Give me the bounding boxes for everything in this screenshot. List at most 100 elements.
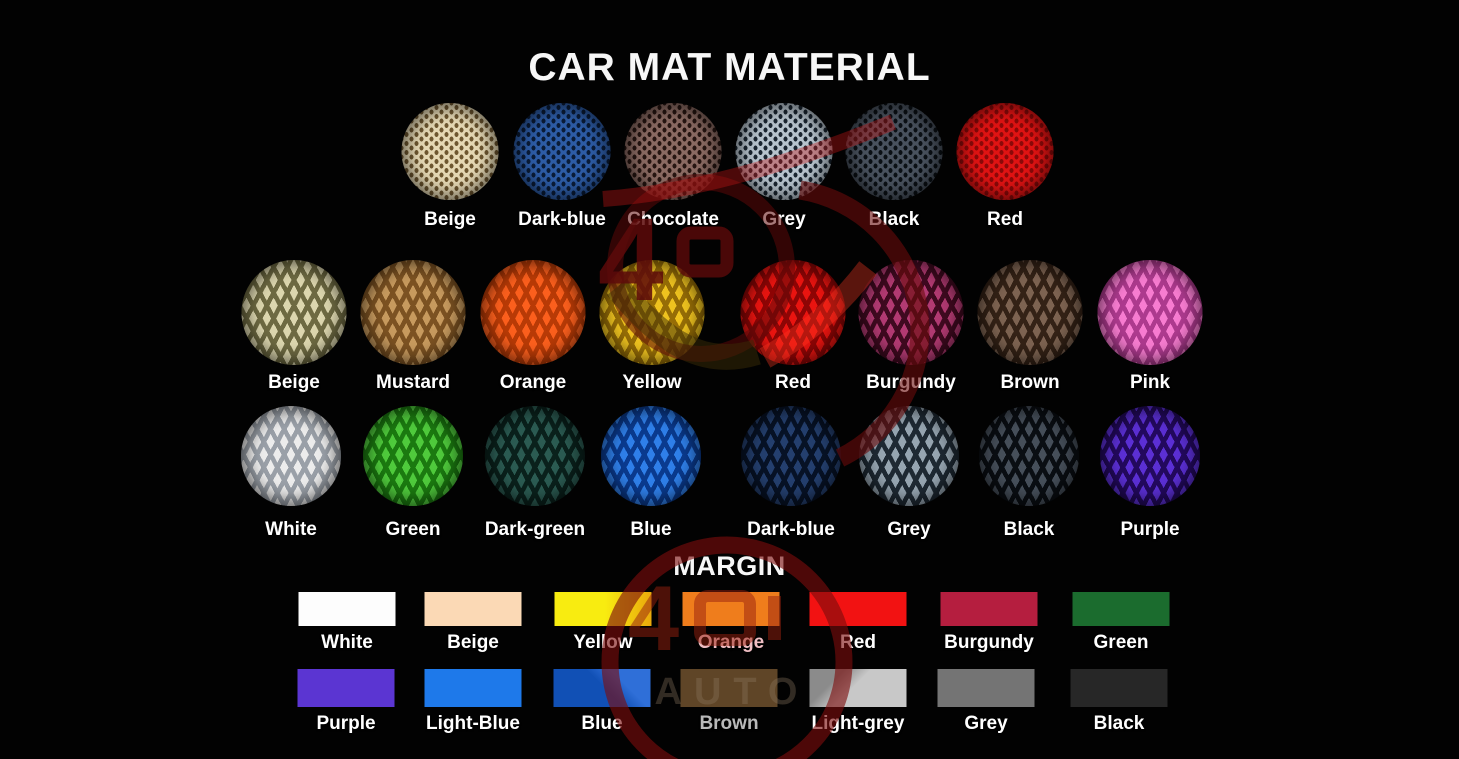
mat-label: White bbox=[265, 519, 317, 540]
mat-label: Brown bbox=[1000, 372, 1060, 393]
margin-chip-black: Black bbox=[1070, 669, 1168, 735]
mat-texture-circle bbox=[979, 406, 1079, 506]
margin-chip-lightblue: Light-Blue bbox=[424, 669, 522, 735]
mat-label: Beige bbox=[268, 372, 320, 393]
mat-label: Mustard bbox=[376, 372, 450, 393]
color-chip bbox=[937, 669, 1035, 707]
margin-chip-purple: Purple bbox=[297, 669, 395, 735]
mat-label: Green bbox=[385, 519, 441, 540]
margin-chip-burgundy: Burgundy bbox=[940, 592, 1038, 654]
mat-swatch-black-honeycomb: Black bbox=[845, 103, 943, 231]
mat-label: Blue bbox=[630, 519, 672, 540]
mat-texture-circle bbox=[956, 103, 1054, 200]
mat-label: Dark-green bbox=[484, 519, 586, 540]
margin-chip-brown: Brown bbox=[680, 669, 778, 735]
chip-label: Red bbox=[840, 632, 876, 653]
mat-swatch-darkblue-honeycomb: Dark-blue bbox=[513, 103, 611, 231]
mat-swatch-orange-diamond: Orange bbox=[480, 260, 586, 394]
mat-texture-circle bbox=[601, 406, 701, 506]
page-title: CAR MAT MATERIAL bbox=[528, 46, 931, 89]
mat-texture-circle bbox=[480, 260, 586, 365]
mat-texture-circle bbox=[1100, 406, 1200, 506]
mat-texture-circle bbox=[360, 260, 466, 365]
mat-label: Black bbox=[1003, 519, 1055, 540]
mat-swatch-red-honeycomb: Red bbox=[956, 103, 1054, 231]
mat-label: Black bbox=[868, 209, 920, 230]
color-chip bbox=[554, 592, 652, 626]
mat-texture-circle bbox=[735, 103, 833, 200]
mat-label: Red bbox=[775, 372, 811, 393]
mat-texture-circle bbox=[741, 406, 841, 506]
mat-swatch-white-diamond: White bbox=[241, 406, 341, 541]
mat-swatch-red-diamond: Red bbox=[740, 260, 846, 394]
mat-swatch-chocolate-honeycomb: Chocolate bbox=[624, 103, 722, 231]
mat-label: Chocolate bbox=[627, 209, 719, 230]
mat-swatch-grey-honeycomb: Grey bbox=[735, 103, 833, 231]
mat-swatch-brown-diamond: Brown bbox=[977, 260, 1083, 394]
margin-chip-lightgrey: Light-grey bbox=[809, 669, 907, 735]
margin-chip-red: Red bbox=[809, 592, 907, 654]
mat-texture-circle bbox=[859, 406, 959, 506]
chip-label: Purple bbox=[316, 713, 376, 734]
color-chip bbox=[298, 592, 396, 626]
mat-texture-circle bbox=[977, 260, 1083, 365]
margin-chip-grey: Grey bbox=[937, 669, 1035, 735]
color-chip bbox=[424, 669, 522, 707]
mat-swatch-darkblue-diamond: Dark-blue bbox=[741, 406, 841, 541]
chip-label: Blue bbox=[581, 713, 623, 734]
margin-chip-orange: Orange bbox=[682, 592, 780, 654]
chip-label: Beige bbox=[447, 632, 499, 653]
margin-chip-blue: Blue bbox=[553, 669, 651, 735]
mat-texture-circle bbox=[1097, 260, 1203, 365]
mat-label: Purple bbox=[1120, 519, 1180, 540]
mat-label: Dark-blue bbox=[747, 519, 835, 540]
mat-label: Orange bbox=[499, 372, 567, 393]
color-chip bbox=[553, 669, 651, 707]
mat-swatch-beige-honeycomb: Beige bbox=[401, 103, 499, 231]
mat-swatch-blue-diamond: Blue bbox=[601, 406, 701, 541]
mat-swatch-black-diamond: Black bbox=[979, 406, 1079, 541]
mat-swatch-mustard-diamond: Mustard bbox=[360, 260, 466, 394]
color-chip bbox=[297, 669, 395, 707]
mat-texture-circle bbox=[513, 103, 611, 200]
color-chip bbox=[1070, 669, 1168, 707]
mat-texture-circle bbox=[599, 260, 705, 365]
chip-label: Burgundy bbox=[944, 632, 1034, 653]
chip-label: Light-Blue bbox=[426, 713, 520, 734]
margin-chip-beige: Beige bbox=[424, 592, 522, 654]
mat-texture-circle bbox=[363, 406, 463, 506]
mat-texture-circle bbox=[241, 260, 347, 365]
color-chip bbox=[1072, 592, 1170, 626]
margin-chip-yellow: Yellow bbox=[554, 592, 652, 654]
mat-texture-circle bbox=[740, 260, 846, 365]
color-chip bbox=[809, 592, 907, 626]
mat-label: Grey bbox=[762, 209, 806, 230]
mat-texture-circle bbox=[858, 260, 964, 365]
chip-label: Grey bbox=[964, 713, 1008, 734]
mat-label: Burgundy bbox=[866, 372, 956, 393]
mat-swatch-grey-diamond: Grey bbox=[859, 406, 959, 541]
margin-chip-white: White bbox=[298, 592, 396, 654]
chip-label: Brown bbox=[699, 713, 759, 734]
mat-swatch-darkgreen-diamond: Dark-green bbox=[485, 406, 585, 541]
mat-texture-circle bbox=[241, 406, 341, 506]
margin-chip-green: Green bbox=[1072, 592, 1170, 654]
chip-label: Light-grey bbox=[811, 713, 905, 734]
color-chip bbox=[424, 592, 522, 626]
chip-label: Green bbox=[1093, 632, 1149, 653]
color-chip bbox=[940, 592, 1038, 626]
mat-swatch-pink-diamond: Pink bbox=[1097, 260, 1203, 394]
mat-texture-circle bbox=[484, 406, 585, 506]
mat-label: Red bbox=[987, 209, 1023, 230]
color-chip bbox=[682, 592, 780, 626]
mat-texture-circle bbox=[401, 103, 499, 200]
mat-swatch-green-diamond: Green bbox=[363, 406, 463, 541]
mat-texture-circle bbox=[624, 103, 722, 200]
chip-label: Black bbox=[1093, 713, 1145, 734]
mat-label: Pink bbox=[1129, 372, 1171, 393]
color-chip bbox=[680, 669, 778, 707]
chip-label: Orange bbox=[697, 632, 765, 653]
chip-label: Yellow bbox=[573, 632, 633, 653]
color-chip bbox=[809, 669, 907, 707]
